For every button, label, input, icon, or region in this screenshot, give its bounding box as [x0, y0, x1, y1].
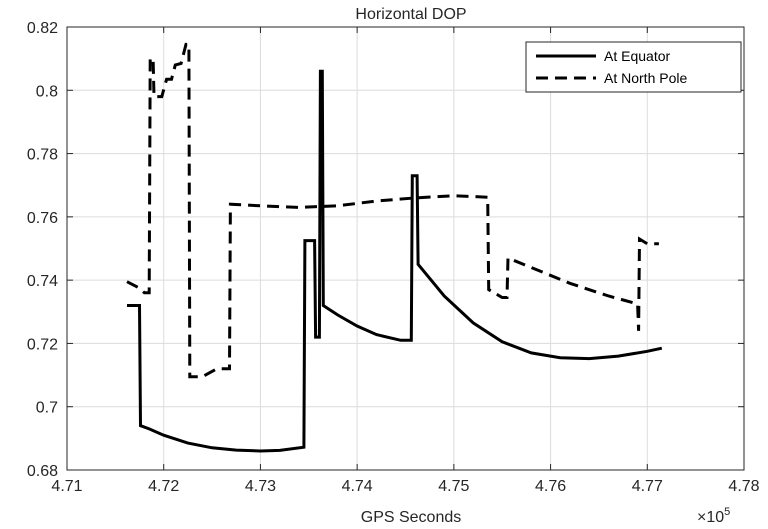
tick-labels: 4.71 4.72 4.73 4.74 4.75 4.76 4.77 4.78 0.68 0.7 0…	[27, 20, 760, 495]
x-tick-label: 4.77	[632, 478, 663, 495]
chart-title: Horizontal DOP	[355, 6, 466, 23]
y-tick-label: 0.68	[27, 463, 58, 480]
y-tick-label: 0.8	[36, 83, 58, 100]
legend-box	[525, 41, 742, 93]
x-tick-label: 4.78	[728, 478, 759, 495]
x-exponent-power: 5	[724, 506, 730, 518]
grid	[66, 26, 745, 471]
legend-label-north-pole: At North Pole	[604, 70, 687, 86]
y-tick-label: 0.78	[27, 147, 58, 164]
series-layer	[126, 42, 663, 453]
x-axis-title: GPS Seconds	[361, 509, 462, 526]
legend-label-equator: At Equator	[604, 48, 670, 64]
y-tick-label: 0.7	[36, 400, 58, 417]
y-tick-label: 0.74	[27, 273, 58, 290]
y-tick-label: 0.72	[27, 336, 58, 353]
x-tick-label: 4.74	[342, 478, 373, 495]
x-tick-label: 4.75	[438, 478, 469, 495]
series-line-at-equator	[127, 69, 663, 453]
plot-border	[66, 26, 745, 471]
x-exponent-base: ×10	[697, 509, 724, 526]
y-tick-label: 0.82	[27, 20, 58, 37]
legend: At Equator At North Pole	[525, 41, 742, 93]
x-exponent-label: ×105	[697, 506, 730, 526]
x-tick-label: 4.71	[51, 478, 82, 495]
y-tick-label: 0.76	[27, 210, 58, 227]
x-tick-label: 4.73	[245, 478, 276, 495]
x-tick-label: 4.76	[535, 478, 566, 495]
x-tick-label: 4.72	[148, 478, 179, 495]
plot-area	[67, 27, 744, 470]
ticks	[66, 26, 745, 471]
